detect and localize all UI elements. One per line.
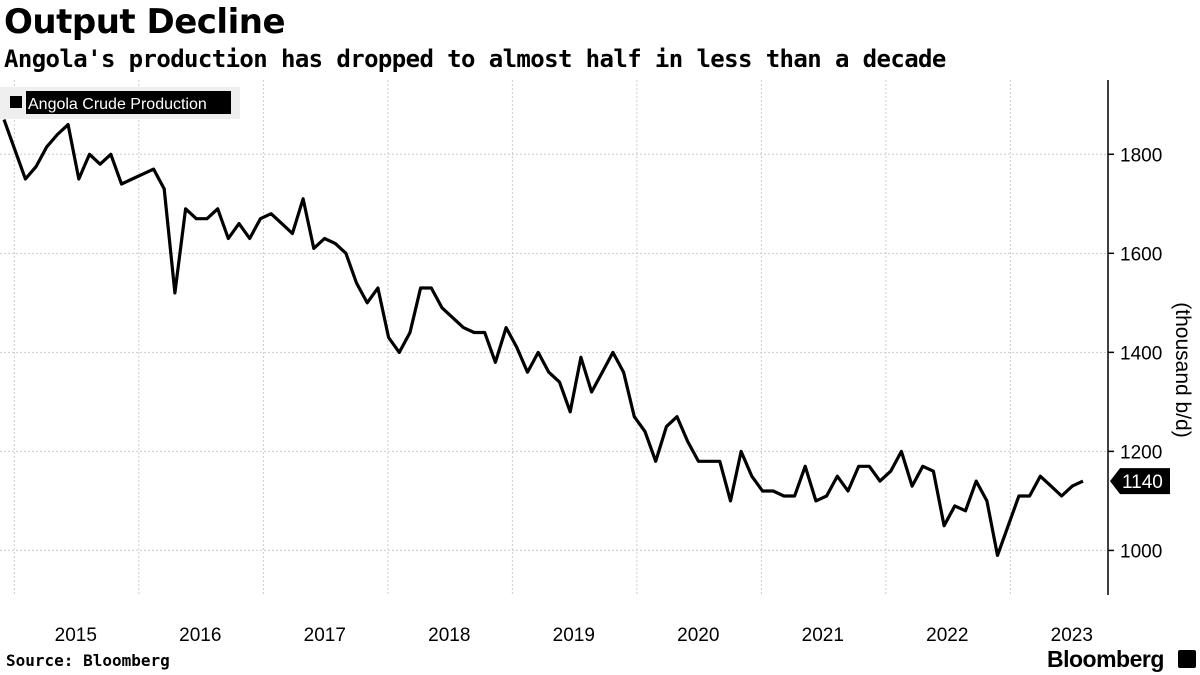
y-tick-label: 1800 [1120,145,1162,166]
bloomberg-logo: Bloomberg [1047,646,1164,672]
series-line-angola-crude-production [2,119,1084,557]
x-tick-label: 2019 [553,625,595,646]
legend-swatch [10,96,22,108]
y-tick-label: 1400 [1120,343,1162,364]
y-tick-label: 1200 [1120,442,1162,463]
chart-title: Output Decline [4,2,286,42]
legend: Angola Crude Production [0,87,240,119]
y-tick-label: 1000 [1120,541,1162,562]
end-value-label: 1140 [1122,472,1163,493]
legend-label: Angola Crude Production [28,96,207,113]
end-value-marker: 1140 [1110,468,1170,495]
x-tick-label: 2015 [55,625,97,646]
x-tick-label: 2023 [1051,625,1093,646]
bloomberg-icon [1178,650,1196,668]
x-tick-label: 2021 [802,625,844,646]
chart-subtitle: Angola's production has dropped to almos… [4,45,946,73]
x-tick-label: 2016 [179,625,221,646]
y-tick-label: 1600 [1120,244,1162,265]
x-tick-label: 2017 [304,625,346,646]
x-tick-label: 2020 [677,625,719,646]
x-tick-label: 2022 [926,625,968,646]
x-tick-label: 2018 [428,625,470,646]
source-note: Source: Bloomberg [6,651,170,670]
y-axis-label: (thousand b/d) [1171,302,1194,437]
